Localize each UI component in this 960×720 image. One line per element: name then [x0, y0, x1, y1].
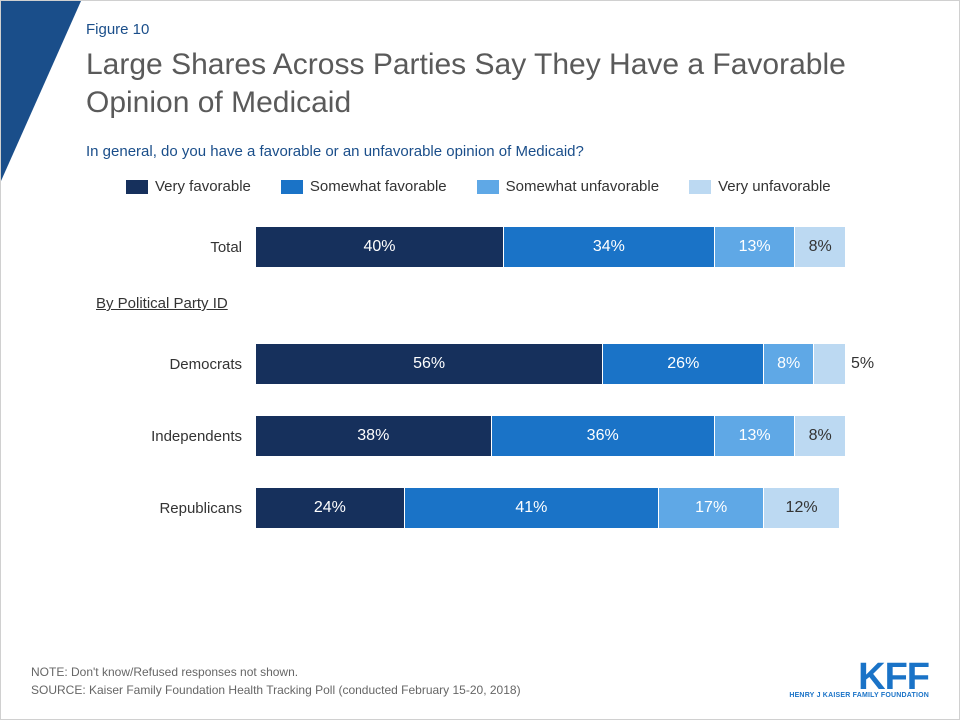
- bar-segment: 41%: [405, 488, 659, 528]
- bar-track: 56%26%8% 5%: [256, 344, 876, 384]
- bar-segment: 8%: [764, 344, 814, 384]
- footnotes: NOTE: Don't know/Refused responses not s…: [31, 663, 521, 699]
- legend-swatch: [126, 180, 148, 194]
- bar-segment: 13%: [715, 416, 796, 456]
- legend: Very favorable Somewhat favorable Somewhat…: [126, 178, 929, 195]
- bar-segment: 24%: [256, 488, 405, 528]
- footer: NOTE: Don't know/Refused responses not s…: [31, 662, 929, 699]
- bar-segment: 8%: [795, 416, 845, 456]
- bar-segment: [814, 344, 845, 384]
- legend-item: Very favorable: [126, 178, 251, 195]
- note-text: NOTE: Don't know/Refused responses not s…: [31, 663, 521, 681]
- bar-segment: 13%: [715, 227, 796, 267]
- bar-row: Republicans24%41%17%12%: [86, 484, 929, 532]
- corner-accent: [1, 1, 81, 181]
- content-area: Figure 10 Large Shares Across Parties Sa…: [86, 21, 929, 556]
- chart-area: Total40%34%13%8% By Political Party ID D…: [86, 223, 929, 532]
- bar-track: 24%41%17%12%: [256, 488, 876, 528]
- bar-segment: 17%: [659, 488, 764, 528]
- row-label: Independents: [86, 428, 256, 445]
- bar-segment: 38%: [256, 416, 492, 456]
- bar-row: Independents38%36%13%8%: [86, 412, 929, 460]
- bar-value-label: 5%: [851, 355, 874, 373]
- survey-question: In general, do you have a favorable or a…: [86, 143, 929, 160]
- kff-logo-main: KFF: [789, 662, 929, 692]
- bar-segment: 34%: [504, 227, 715, 267]
- legend-swatch: [281, 180, 303, 194]
- section-heading: By Political Party ID: [96, 295, 929, 312]
- legend-label: Somewhat unfavorable: [506, 178, 659, 195]
- legend-item: Very unfavorable: [689, 178, 831, 195]
- source-text: SOURCE: Kaiser Family Foundation Health …: [31, 681, 521, 699]
- row-label: Republicans: [86, 500, 256, 517]
- legend-label: Very unfavorable: [718, 178, 831, 195]
- bar-segment: 40%: [256, 227, 504, 267]
- bar-track: 38%36%13%8%: [256, 416, 876, 456]
- bar-track: 40%34%13%8%: [256, 227, 876, 267]
- legend-label: Very favorable: [155, 178, 251, 195]
- legend-swatch: [689, 180, 711, 194]
- legend-swatch: [477, 180, 499, 194]
- bar-segment: 8%: [795, 227, 845, 267]
- bar-segment: 36%: [492, 416, 715, 456]
- legend-item: Somewhat unfavorable: [477, 178, 659, 195]
- bar-segment: 56%: [256, 344, 603, 384]
- row-label: Democrats: [86, 356, 256, 373]
- legend-label: Somewhat favorable: [310, 178, 447, 195]
- kff-logo-sub: HENRY J KAISER FAMILY FOUNDATION: [789, 692, 929, 699]
- legend-item: Somewhat favorable: [281, 178, 447, 195]
- chart-title: Large Shares Across Parties Say They Hav…: [86, 46, 929, 121]
- bar-segment: 12%: [764, 488, 838, 528]
- bar-row: Democrats56%26%8% 5%: [86, 340, 929, 388]
- kff-logo: KFF HENRY J KAISER FAMILY FOUNDATION: [789, 662, 929, 699]
- bar-row: Total40%34%13%8%: [86, 223, 929, 271]
- bar-segment: 26%: [603, 344, 764, 384]
- figure-label: Figure 10: [86, 21, 929, 38]
- row-label: Total: [86, 239, 256, 256]
